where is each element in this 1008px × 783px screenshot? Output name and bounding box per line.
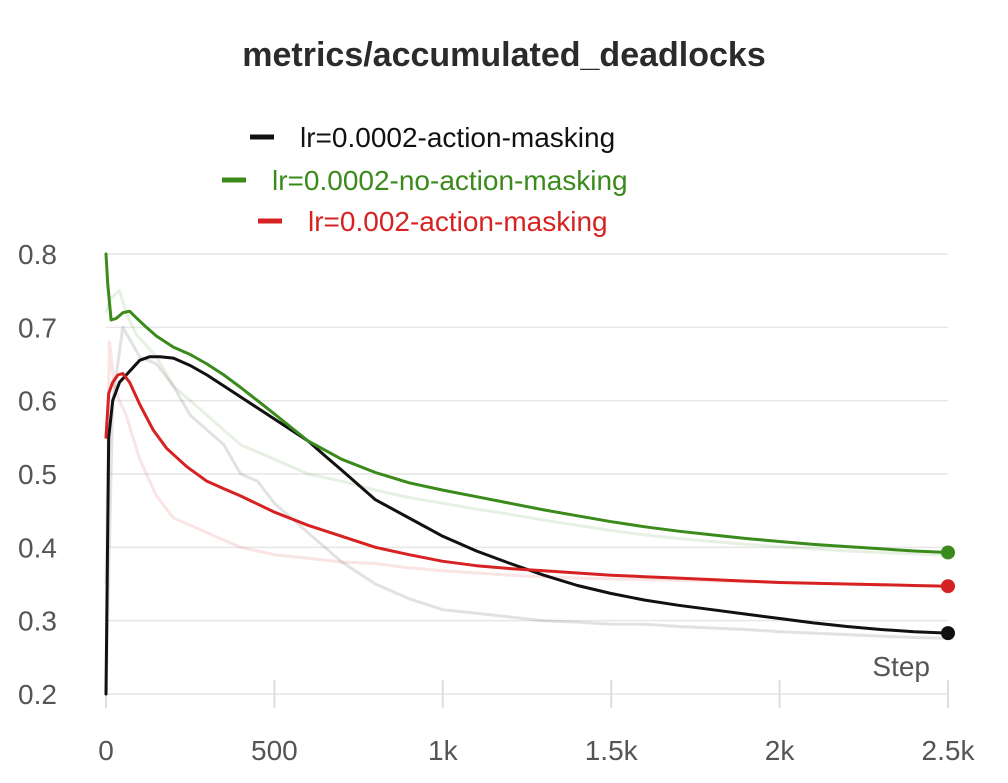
- series-line: [104, 252, 950, 554]
- series-line: [104, 372, 950, 588]
- raw-series-line: [104, 289, 949, 557]
- legend-label: lr=0.0002-action-masking: [300, 122, 615, 153]
- gridlines: [105, 253, 949, 708]
- x-tick-label: 1k: [428, 735, 459, 766]
- y-tick-label: 0.7: [18, 312, 57, 343]
- x-tick-label: 2k: [765, 735, 796, 766]
- axes: 0.2 0.3 0.4 0.5 0.6 0.7 0.8 0 500 1k 1.5k 2k 2.5k Ste…: [18, 239, 975, 766]
- series-line: [104, 355, 950, 696]
- smoothed-series-lines: [104, 252, 955, 696]
- legend-label: lr=0.002-action-masking: [308, 206, 608, 237]
- chart-title: metrics/accumulated_deadlocks: [242, 36, 766, 74]
- x-tick-label: 1.5k: [585, 735, 639, 766]
- y-tick-label: 0.6: [18, 386, 57, 417]
- y-tick-label: 0.2: [18, 679, 57, 710]
- series-end-point: [941, 545, 955, 560]
- x-tick-label: 2.5k: [922, 735, 976, 766]
- legend: lr=0.0002-action-masking lr=0.0002-no-act…: [222, 122, 628, 237]
- series-end-point: [941, 579, 955, 594]
- y-tick-label: 0.5: [18, 459, 57, 490]
- x-tick-label: 500: [251, 735, 298, 766]
- y-tick-label: 0.4: [18, 532, 57, 563]
- y-tick-label: 0.8: [18, 239, 57, 270]
- raw-series-line: [104, 325, 949, 695]
- y-tick-label: 0.3: [18, 606, 57, 637]
- x-tick-label: 0: [98, 735, 114, 766]
- legend-label: lr=0.0002-no-action-masking: [272, 165, 628, 196]
- series-end-point: [941, 626, 955, 641]
- x-axis-label: Step: [872, 651, 930, 682]
